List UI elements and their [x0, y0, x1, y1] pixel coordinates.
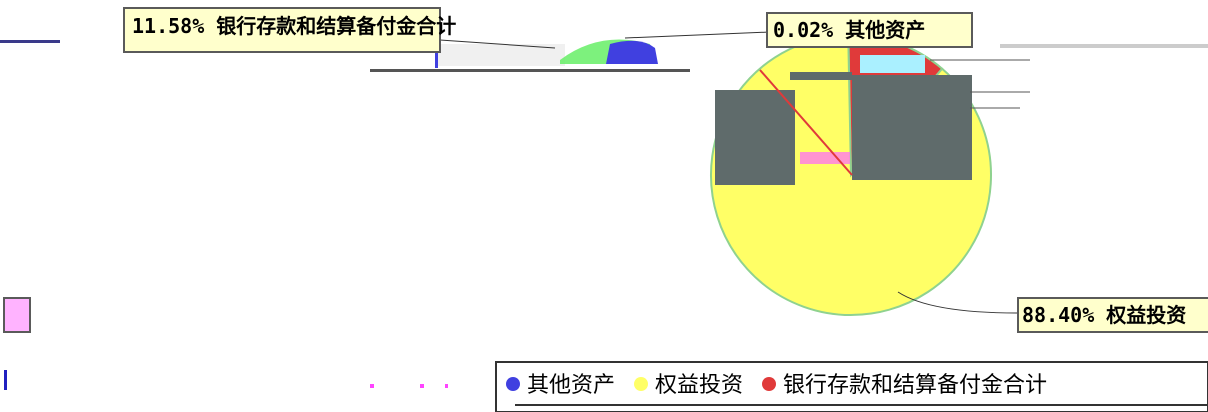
- clipped-callout-fragment: [3, 297, 31, 333]
- legend-marker-2: [762, 377, 776, 391]
- legend-label-2: 银行存款和结算备付金合计: [783, 373, 1047, 398]
- leader-line-bank: [439, 39, 556, 49]
- legend-label-0: 其他资产: [527, 373, 615, 398]
- data-label-bank: 11.58% 银行存款和结算备付金合计: [123, 7, 456, 53]
- leader-lines: [439, 31, 1019, 314]
- legend-label-1: 权益投资: [655, 373, 743, 398]
- data-label-other-text: 0.02% 其他资产: [773, 18, 925, 42]
- artifact-top-left: [0, 39, 1208, 72]
- data-label-equity: 88.40% 权益投资: [1017, 297, 1208, 333]
- legend-marker-0: [506, 377, 520, 391]
- leader-line-equity: [897, 291, 1019, 314]
- legend-marker-1: [634, 377, 648, 391]
- data-label-equity-text: 88.40% 权益投资: [1022, 303, 1186, 327]
- artifact-bottom-left: [4, 370, 448, 390]
- data-label-bank-text: 11.58% 银行存款和结算备付金合计: [132, 14, 456, 38]
- leader-line-other: [624, 31, 771, 39]
- data-label-other: 0.02% 其他资产: [766, 12, 973, 48]
- pie-artifacts: [715, 55, 1030, 185]
- legend: 其他资产 权益投资 银行存款和结算备付金合计: [495, 361, 1208, 412]
